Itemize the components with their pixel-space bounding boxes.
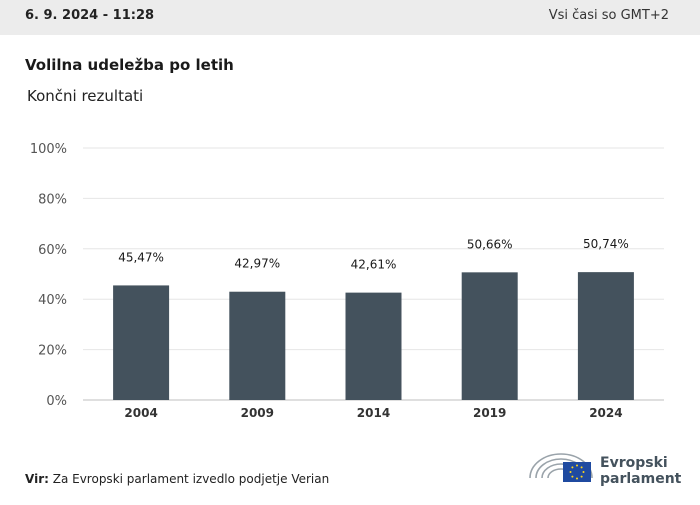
bar bbox=[229, 291, 286, 400]
logo-line-2: parlament bbox=[600, 471, 682, 487]
logo-line-1: Evropski bbox=[600, 455, 668, 471]
data-label: 42,61% bbox=[351, 258, 397, 272]
data-label: 42,97% bbox=[234, 257, 280, 271]
bar-chart: 0% 20% 40% 60% 80% 100% 45,47% 2004 42,97% 2009 42… bbox=[30, 142, 664, 420]
source-label: Vir: bbox=[25, 472, 49, 486]
x-tick-label: 2009 bbox=[241, 406, 274, 420]
data-label: 45,47% bbox=[118, 250, 164, 264]
bar bbox=[577, 272, 634, 400]
source-note: Vir: Za Evropski parlament izvedlo podje… bbox=[25, 472, 329, 486]
y-tick-label: 0% bbox=[46, 394, 67, 409]
top-bar: 6. 9. 2024 - 11:28 Vsi časi so GMT+2 bbox=[0, 0, 700, 35]
data-label: 50,66% bbox=[467, 237, 513, 251]
x-tick-label: 2024 bbox=[589, 406, 622, 420]
source-text: Za Evropski parlament izvedlo podjetje V… bbox=[52, 472, 330, 486]
x-tick-label: 2014 bbox=[357, 406, 390, 420]
y-tick-label: 20% bbox=[38, 344, 67, 359]
timestamp: 6. 9. 2024 - 11:28 bbox=[25, 8, 155, 23]
parliament-hemicycle-icon bbox=[529, 453, 593, 482]
y-tick-label: 100% bbox=[30, 142, 67, 157]
european-parliament-logo: Evropski parlament bbox=[527, 448, 687, 490]
timezone-note: Vsi časi so GMT+2 bbox=[548, 8, 669, 23]
bar bbox=[461, 272, 518, 400]
y-tick-label: 60% bbox=[38, 243, 67, 258]
x-tick-label: 2004 bbox=[124, 406, 157, 420]
y-tick-label: 40% bbox=[38, 293, 67, 308]
x-tick-label: 2019 bbox=[473, 406, 506, 420]
logo-text: Evropski parlament bbox=[600, 455, 681, 487]
chart-title: Volilna udeležba po letih bbox=[25, 56, 234, 74]
bar bbox=[113, 285, 170, 400]
y-tick-label: 80% bbox=[38, 192, 67, 207]
chart-subtitle: Končni rezultati bbox=[27, 87, 144, 105]
data-label: 50,74% bbox=[583, 237, 629, 251]
bar bbox=[345, 292, 402, 400]
